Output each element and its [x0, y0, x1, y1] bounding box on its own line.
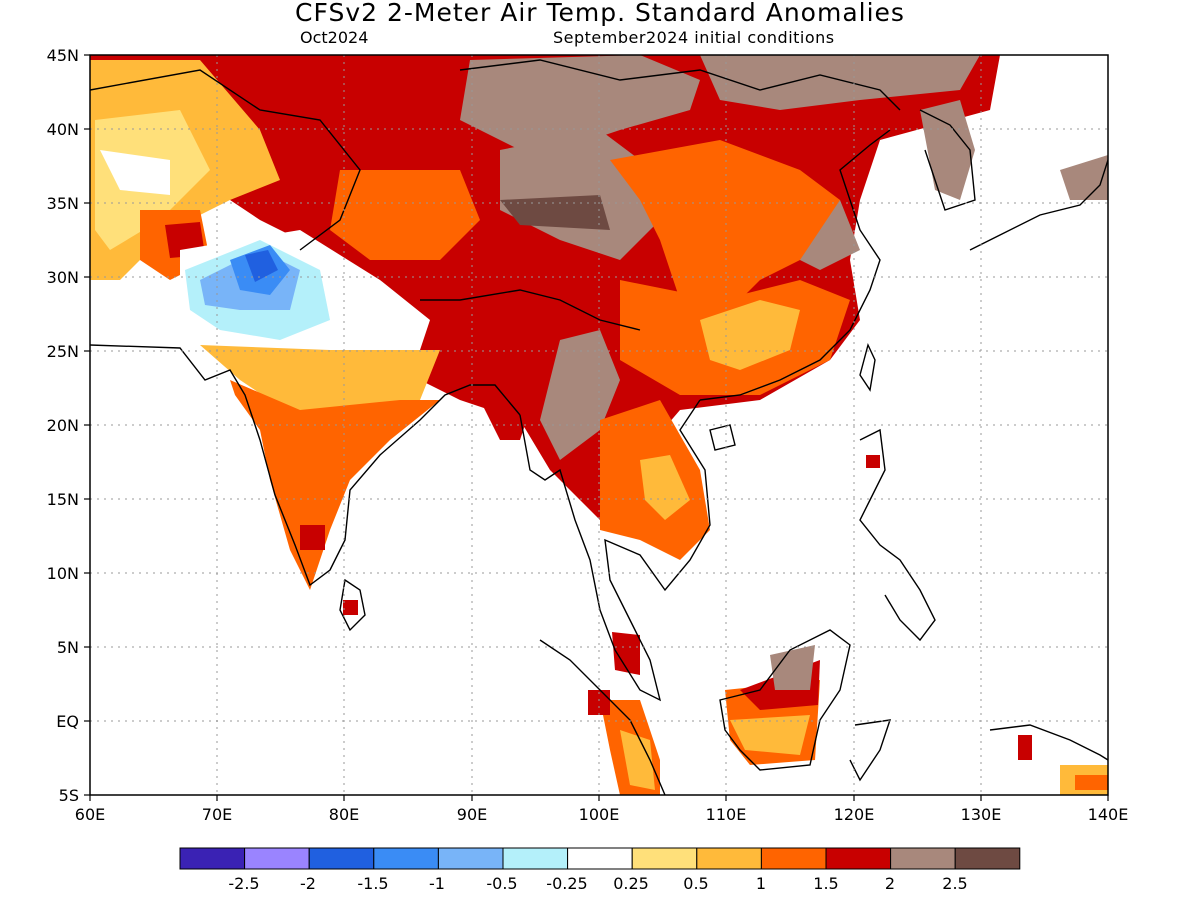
dark-brown-patch	[500, 195, 610, 230]
lat-label: 45N	[47, 46, 79, 65]
lat-label: 40N	[47, 120, 79, 139]
lon-label: 80E	[329, 805, 359, 824]
new-guinea-orange	[1075, 775, 1108, 790]
tibet-brown-area	[460, 55, 700, 150]
pakistan-core-area	[245, 250, 278, 282]
philippines-coastline	[859, 428, 936, 642]
lat-label: 10N	[47, 564, 79, 583]
lat-label: 25N	[47, 342, 79, 361]
colorbar-label: -2.5	[228, 874, 259, 893]
tick-marks	[84, 54, 1109, 801]
colorbar-swatch	[437, 847, 504, 870]
lat-label: 35N	[47, 194, 79, 213]
colorbar-swatch	[308, 847, 375, 870]
lon-label: 90E	[457, 805, 487, 824]
india-coastline	[90, 344, 521, 587]
colorbar-swatch	[631, 847, 698, 870]
south-china-coastline	[699, 129, 891, 401]
lat-label: 30N	[47, 268, 79, 287]
grid-lines	[90, 55, 1108, 795]
china-orange-area	[610, 140, 840, 320]
borneo-yellow-area	[730, 715, 810, 755]
lon-label: 60E	[75, 805, 105, 824]
lon-label: 70E	[202, 805, 232, 824]
lon-label: 140E	[1088, 805, 1129, 824]
borneo-brown-area	[770, 645, 815, 690]
india-orange-area	[230, 380, 440, 590]
colorbar-swatch	[373, 847, 439, 870]
sumatra-red-area	[588, 690, 610, 715]
map-title: CFSv2 2-Meter Air Temp. Standard Anomali…	[295, 0, 905, 27]
colorbar-swatch	[890, 847, 956, 870]
philippines-red-patch	[866, 455, 880, 468]
colorbar	[179, 847, 1021, 870]
lon-label: 130E	[961, 805, 1002, 824]
lon-labels: 60E 70E 80E 90E 100E 110E 120E 130E 140E	[75, 805, 1129, 824]
colorbar-label: -2	[300, 874, 316, 893]
sumatra-coastline	[539, 639, 666, 795]
indochina-yellow-area	[640, 455, 690, 520]
northern-borders	[90, 59, 901, 331]
bangladesh-red-area	[440, 330, 560, 440]
colorbar-swatch	[760, 847, 827, 870]
new-guinea-red	[1018, 735, 1032, 760]
colorbar-swatch	[567, 847, 633, 870]
mongolia-brown-area	[700, 55, 980, 110]
colorbar-swatch	[696, 847, 762, 870]
lat-label: EQ	[56, 712, 79, 731]
initial-conditions-label: September2024 initial conditions	[553, 28, 835, 47]
south-china-yellow	[700, 300, 800, 370]
colorbar-label: -0.25	[546, 874, 587, 893]
lat-labels: 45N 40N 35N 30N 25N 20N 15N 10N 5N EQ 5S	[47, 46, 79, 805]
sumatra-yellow-area	[620, 730, 655, 790]
colorbar-label: 1.5	[813, 874, 838, 893]
colorbar-label: 2.5	[942, 874, 967, 893]
malaysia-red-area	[612, 632, 640, 675]
sri-lanka-red	[343, 600, 358, 615]
lat-label: 15N	[47, 490, 79, 509]
lat-label: 20N	[47, 416, 79, 435]
lon-label: 100E	[579, 805, 620, 824]
coastlines	[90, 59, 1108, 795]
lat-label: 5N	[57, 638, 79, 657]
colorbar-swatch	[954, 847, 1021, 870]
colorbar-swatch	[502, 847, 569, 870]
colorbar-swatch	[244, 847, 310, 870]
japan-brown-area	[1060, 155, 1108, 200]
colorbar-label: -1.5	[357, 874, 388, 893]
colorbar-label: -0.5	[486, 874, 517, 893]
india-red-patch	[300, 525, 325, 550]
lon-label: 120E	[834, 805, 875, 824]
borneo-coastline	[719, 629, 851, 771]
colorbar-label: 0.25	[613, 874, 649, 893]
colorbar-swatch	[825, 847, 892, 870]
colorbar-label: -1	[429, 874, 445, 893]
colorbar-label: 0.5	[683, 874, 708, 893]
hainan-coastline	[709, 424, 736, 451]
indochina-coastline	[519, 399, 711, 702]
taiwan-coastline	[859, 342, 876, 392]
tibet-orange-area	[330, 170, 480, 260]
valid-month-label: Oct2024	[300, 28, 369, 47]
lat-label: 5S	[59, 786, 79, 805]
sri-lanka-coastline	[339, 578, 366, 632]
anomaly-field	[90, 55, 1108, 795]
colorbar-swatch	[179, 847, 246, 870]
korea-coastline	[919, 109, 976, 211]
new-guinea-coastline	[989, 724, 1108, 761]
colorbar-label: 2	[885, 874, 895, 893]
japan-coastline	[969, 159, 1108, 251]
west-white-area	[100, 150, 170, 195]
lon-label: 110E	[706, 805, 747, 824]
colorbar-label: 1	[756, 874, 766, 893]
sulawesi-coastline	[849, 719, 892, 782]
india-yellow-area	[200, 345, 440, 420]
colorbar-labels: -2.5 -2 -1.5 -1 -0.5 -0.25 0.25 0.5 1 1.…	[228, 874, 967, 893]
